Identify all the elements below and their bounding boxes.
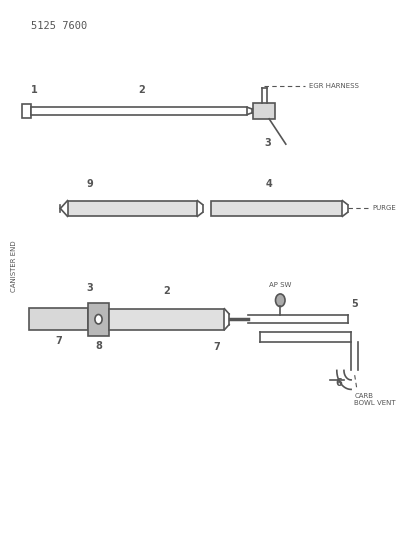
Bar <box>109 309 224 330</box>
Circle shape <box>95 314 102 324</box>
Text: CARB
BOWL VENT: CARB BOWL VENT <box>354 393 396 406</box>
Text: 1: 1 <box>31 85 38 95</box>
Text: AP SW: AP SW <box>269 281 291 288</box>
Text: 4: 4 <box>266 179 272 189</box>
Text: 9: 9 <box>87 179 93 189</box>
Bar <box>253 103 275 119</box>
Circle shape <box>275 294 285 306</box>
Text: PURGE: PURGE <box>372 206 396 212</box>
Text: 3: 3 <box>87 284 93 293</box>
Bar <box>88 303 109 336</box>
Text: CANISTER END: CANISTER END <box>11 241 17 292</box>
Bar <box>67 200 197 216</box>
Bar <box>31 107 247 115</box>
Text: 7: 7 <box>55 336 62 346</box>
Text: EGR HARNESS: EGR HARNESS <box>308 83 359 88</box>
Text: 2: 2 <box>163 286 170 295</box>
Bar <box>22 103 31 118</box>
Text: 7: 7 <box>213 342 220 352</box>
Text: 2: 2 <box>138 85 145 95</box>
Text: 8: 8 <box>95 342 102 351</box>
Text: 3: 3 <box>264 138 271 148</box>
Text: 5125 7600: 5125 7600 <box>31 21 87 31</box>
Bar <box>29 308 88 330</box>
Bar <box>211 200 342 216</box>
Text: 5: 5 <box>351 298 358 309</box>
Text: 6: 6 <box>336 378 343 388</box>
